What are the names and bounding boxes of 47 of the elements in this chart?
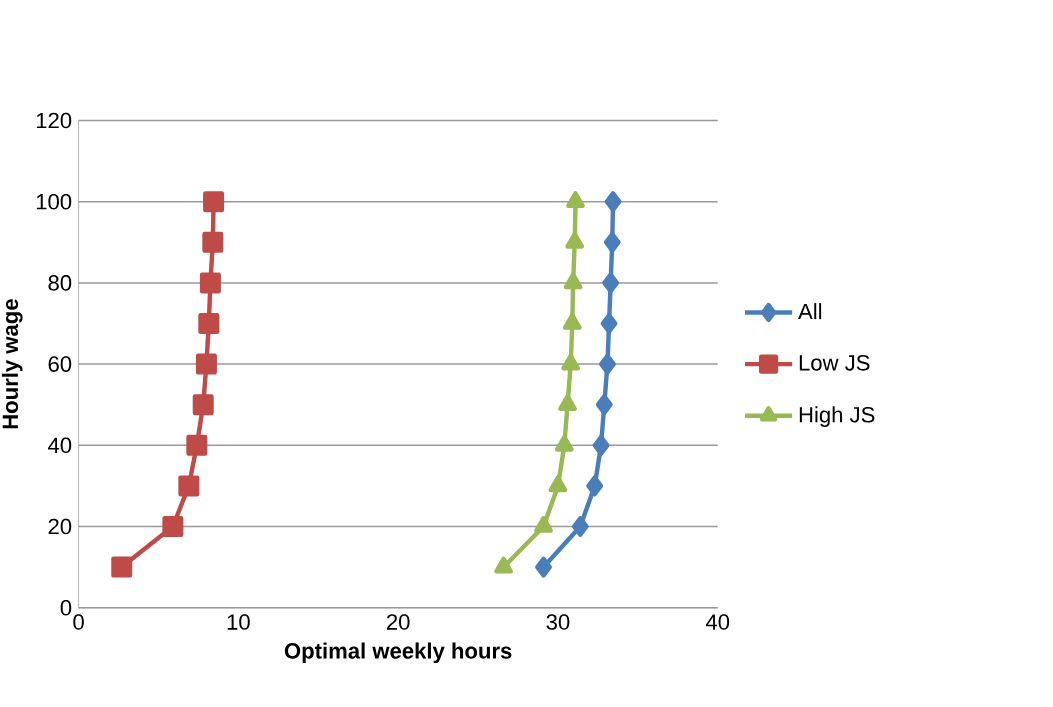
point: [111, 556, 133, 578]
point: [603, 231, 621, 253]
legend-label: Low JS: [799, 354, 870, 371]
legend-label: All: [798, 302, 822, 319]
y-tick-label: 120: [36, 112, 72, 129]
point: [565, 231, 585, 249]
point: [586, 475, 604, 497]
point: [595, 394, 613, 416]
point: [203, 191, 225, 213]
point: [600, 312, 618, 334]
x-axis-title: Optimal weekly hours: [284, 642, 512, 663]
point: [198, 312, 220, 334]
point: [554, 434, 574, 452]
y-axis-title: Hourly wage: [1, 299, 23, 429]
x-tick-label: 0: [73, 614, 84, 630]
point: [202, 231, 224, 253]
point: [562, 312, 582, 330]
point: [602, 272, 620, 294]
y-tick-label: 80: [48, 274, 72, 291]
point: [558, 394, 577, 411]
y-tick-label: 20: [48, 518, 72, 535]
y-tick-label: 60: [48, 356, 72, 372]
point: [192, 394, 214, 416]
point: [534, 515, 553, 533]
x-tick-label: 10: [227, 614, 250, 630]
point: [178, 475, 200, 497]
point: [199, 272, 221, 294]
y-tick-label: 100: [36, 193, 72, 210]
x-tick-label: 20: [386, 614, 410, 630]
point: [571, 515, 589, 537]
x-tick-label: 30: [546, 614, 570, 630]
y-tick-label: 40: [48, 437, 72, 453]
point: [548, 475, 568, 493]
point: [195, 353, 217, 375]
point: [599, 353, 616, 375]
legend-label: High JS: [799, 406, 875, 427]
point: [566, 191, 585, 208]
y-tick-label: 0: [60, 599, 72, 616]
x-tick-label: 40: [705, 614, 730, 630]
point: [561, 353, 581, 371]
point: [563, 272, 583, 290]
point: [186, 434, 208, 456]
point: [535, 556, 552, 578]
point: [494, 556, 513, 574]
point: [162, 515, 184, 537]
point: [604, 191, 622, 213]
point: [592, 434, 610, 456]
